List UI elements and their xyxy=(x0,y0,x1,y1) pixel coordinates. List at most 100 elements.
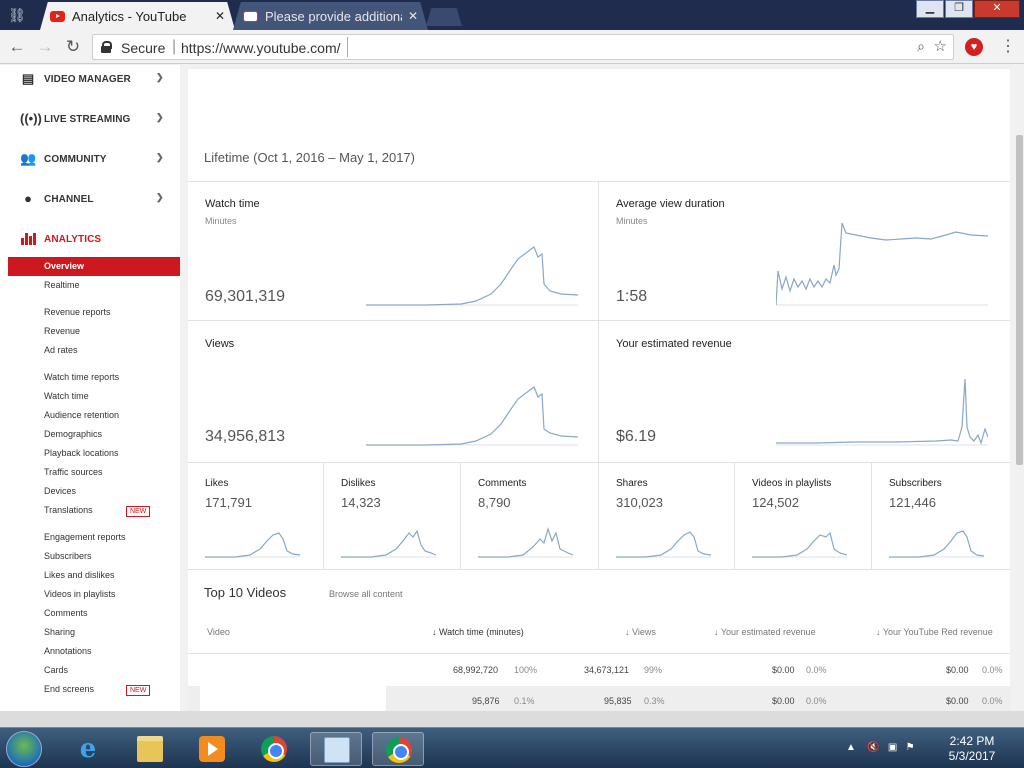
sidebar-item-traffic-sources[interactable]: Traffic sources xyxy=(44,467,103,477)
column-header-youtube-red-revenue[interactable]: ↓ Your YouTube Red revenue xyxy=(876,627,993,637)
sidebar-item-ad-rates[interactable]: Ad rates xyxy=(44,345,78,355)
address-bar[interactable]: Secure | https://www.youtube.com/ ⌕ ☆ xyxy=(92,34,954,60)
metric-title: Your estimated revenue xyxy=(616,338,732,350)
scrollbar-thumb[interactable] xyxy=(1016,135,1023,465)
incognito-icon: ⛓ xyxy=(8,7,26,23)
window-controls: ▁ ❐ ✕ xyxy=(915,0,1020,18)
sidebar-item-subscribers[interactable]: Subscribers xyxy=(44,551,92,561)
sidebar-item-revenue-reports[interactable]: Revenue reports xyxy=(44,307,111,317)
videos-in-playlists-sparkline xyxy=(752,531,847,558)
sidebar-section-video-manager[interactable]: ▤ VIDEO MANAGER ❯ xyxy=(21,71,164,86)
volume-icon[interactable]: 🔇 xyxy=(867,742,880,753)
tab-gmail[interactable]: Please provide additiona ✕ xyxy=(233,2,428,30)
sidebar-item-realtime[interactable]: Realtime xyxy=(44,280,80,290)
sidebar-item-cards[interactable]: Cards xyxy=(44,665,69,675)
taskbar-file-explorer[interactable] xyxy=(124,732,176,766)
sidebar-item-devices[interactable]: Devices xyxy=(44,486,77,496)
sort-arrow-icon: ↓ xyxy=(714,627,721,637)
chrome-icon xyxy=(386,737,412,763)
tray-expand-icon[interactable]: ▲ xyxy=(846,742,856,753)
sidebar-section-analytics[interactable]: ANALYTICS xyxy=(0,225,180,255)
clock-time: 2:42 PM xyxy=(949,734,995,748)
column-header-video[interactable]: Video xyxy=(207,627,230,637)
close-window-button[interactable]: ✕ xyxy=(974,0,1020,18)
sidebar-item-watch-time-reports[interactable]: Watch time reports xyxy=(44,372,120,382)
sidebar-item-audience-retention[interactable]: Audience retention xyxy=(44,410,120,420)
minimize-button[interactable]: ▁ xyxy=(916,0,944,18)
sidebar-section-community[interactable]: 👥 COMMUNITY ❯ xyxy=(20,151,164,166)
metric-title: Watch time xyxy=(205,198,260,210)
back-arrow-icon[interactable]: ← xyxy=(8,37,26,56)
taskbar-chrome[interactable] xyxy=(248,732,300,766)
top-10-videos-title: Top 10 Videos xyxy=(204,585,287,600)
horizontal-scrollbar[interactable] xyxy=(0,711,1024,727)
secure-label: Secure xyxy=(121,40,166,56)
date-range-label: Lifetime (Oct 1, 2016 – May 1, 2017) xyxy=(204,150,415,165)
zoom-icon[interactable]: ⌕ xyxy=(917,38,925,54)
control-panel-icon xyxy=(324,737,350,763)
sidebar-section-channel[interactable]: ● CHANNEL ❯ xyxy=(0,185,180,215)
tab-title: Please provide additiona xyxy=(265,8,402,24)
taskbar-media-player[interactable] xyxy=(186,732,238,766)
gmail-favicon-icon xyxy=(243,10,258,22)
sidebar-section-live-streaming[interactable]: ((•)) LIVE STREAMING ❯ xyxy=(20,111,164,126)
metric-title: Views xyxy=(205,338,235,350)
internet-explorer-icon: e xyxy=(79,734,97,764)
browse-all-content-link[interactable]: Browse all content xyxy=(329,589,403,599)
action-center-flag-icon[interactable]: ⚑ xyxy=(905,742,915,753)
folder-icon xyxy=(137,736,163,762)
bookmark-star-icon[interactable]: ☆ xyxy=(933,38,947,55)
subscribers-sparkline xyxy=(889,530,984,558)
taskbar-internet-explorer[interactable]: e xyxy=(62,732,114,766)
video-thumbnail-redaction xyxy=(200,684,386,711)
new-tab-button[interactable] xyxy=(426,8,462,26)
sidebar-item-end-screens[interactable]: End screens xyxy=(44,684,95,694)
vertical-scrollbar[interactable] xyxy=(1014,65,1024,711)
sidebar-item-annotations[interactable]: Annotations xyxy=(44,646,92,656)
sidebar-item-overview[interactable]: Overview xyxy=(8,257,180,276)
sort-arrow-icon: ↓ xyxy=(876,627,883,637)
new-badge: NEW xyxy=(126,506,151,517)
windows-taskbar: e ▲ 🔇 ▣ ⚑ 2:42 PM 5/3/2017 xyxy=(0,727,1024,768)
metric-value: $6.19 xyxy=(616,428,657,445)
sidebar-item-comments[interactable]: Comments xyxy=(44,608,88,618)
tab-analytics-youtube[interactable]: Analytics - YouTube ✕ xyxy=(40,2,235,30)
youtube-favicon-icon xyxy=(50,10,65,22)
taskbar-control-panel[interactable] xyxy=(310,732,362,766)
sidebar-item-watch-time[interactable]: Watch time xyxy=(44,391,89,401)
restore-button[interactable]: ❐ xyxy=(945,0,973,18)
taskbar-clock[interactable]: 2:42 PM 5/3/2017 xyxy=(940,734,1004,764)
likes-sparkline xyxy=(205,532,300,558)
live-streaming-icon: ((•)) xyxy=(20,111,42,126)
metric-unit: Minutes xyxy=(205,216,237,226)
sidebar-item-playback-locations[interactable]: Playback locations xyxy=(44,448,119,458)
start-button[interactable] xyxy=(6,731,42,767)
sidebar-item-likes-and-dislikes[interactable]: Likes and dislikes xyxy=(44,570,115,580)
extension-icon[interactable]: ♥ xyxy=(965,38,983,56)
column-header-estimated-revenue[interactable]: ↓ Your estimated revenue xyxy=(714,627,816,637)
sidebar-item-videos-in-playlists[interactable]: Videos in playlists xyxy=(44,589,116,599)
menu-icon[interactable]: ⋮ xyxy=(1000,38,1016,55)
lock-icon xyxy=(101,41,112,53)
comments-sparkline xyxy=(478,527,573,558)
sidebar-item-demographics[interactable]: Demographics xyxy=(44,429,103,439)
sort-arrow-icon: ↓ xyxy=(625,627,633,637)
taskbar-chrome-active[interactable] xyxy=(372,732,424,766)
sidebar-item-translations[interactable]: Translations xyxy=(44,505,93,515)
watch-time-sparkline xyxy=(366,246,578,306)
browser-toolbar: ← → ↻ Secure | https://www.youtube.com/ … xyxy=(0,30,1024,64)
network-icon[interactable]: ▣ xyxy=(887,742,898,753)
views-sparkline xyxy=(366,386,578,446)
estimated-revenue-sparkline xyxy=(776,378,988,446)
sidebar-item-revenue[interactable]: Revenue xyxy=(44,326,81,336)
tab-title: Analytics - YouTube xyxy=(72,8,187,24)
clock-date: 5/3/2017 xyxy=(948,749,996,763)
sidebar-item-engagement-reports[interactable]: Engagement reports xyxy=(44,532,126,542)
reload-icon[interactable]: ↻ xyxy=(65,37,81,56)
column-header-views[interactable]: ↓ Views xyxy=(625,627,656,637)
forward-arrow-icon[interactable]: → xyxy=(36,37,54,56)
sidebar-item-sharing[interactable]: Sharing xyxy=(44,627,76,637)
column-header-watch-time[interactable]: ↓ Watch time (minutes) xyxy=(432,627,524,637)
close-tab-icon[interactable]: ✕ xyxy=(214,9,225,23)
close-tab-icon[interactable]: ✕ xyxy=(407,9,418,23)
